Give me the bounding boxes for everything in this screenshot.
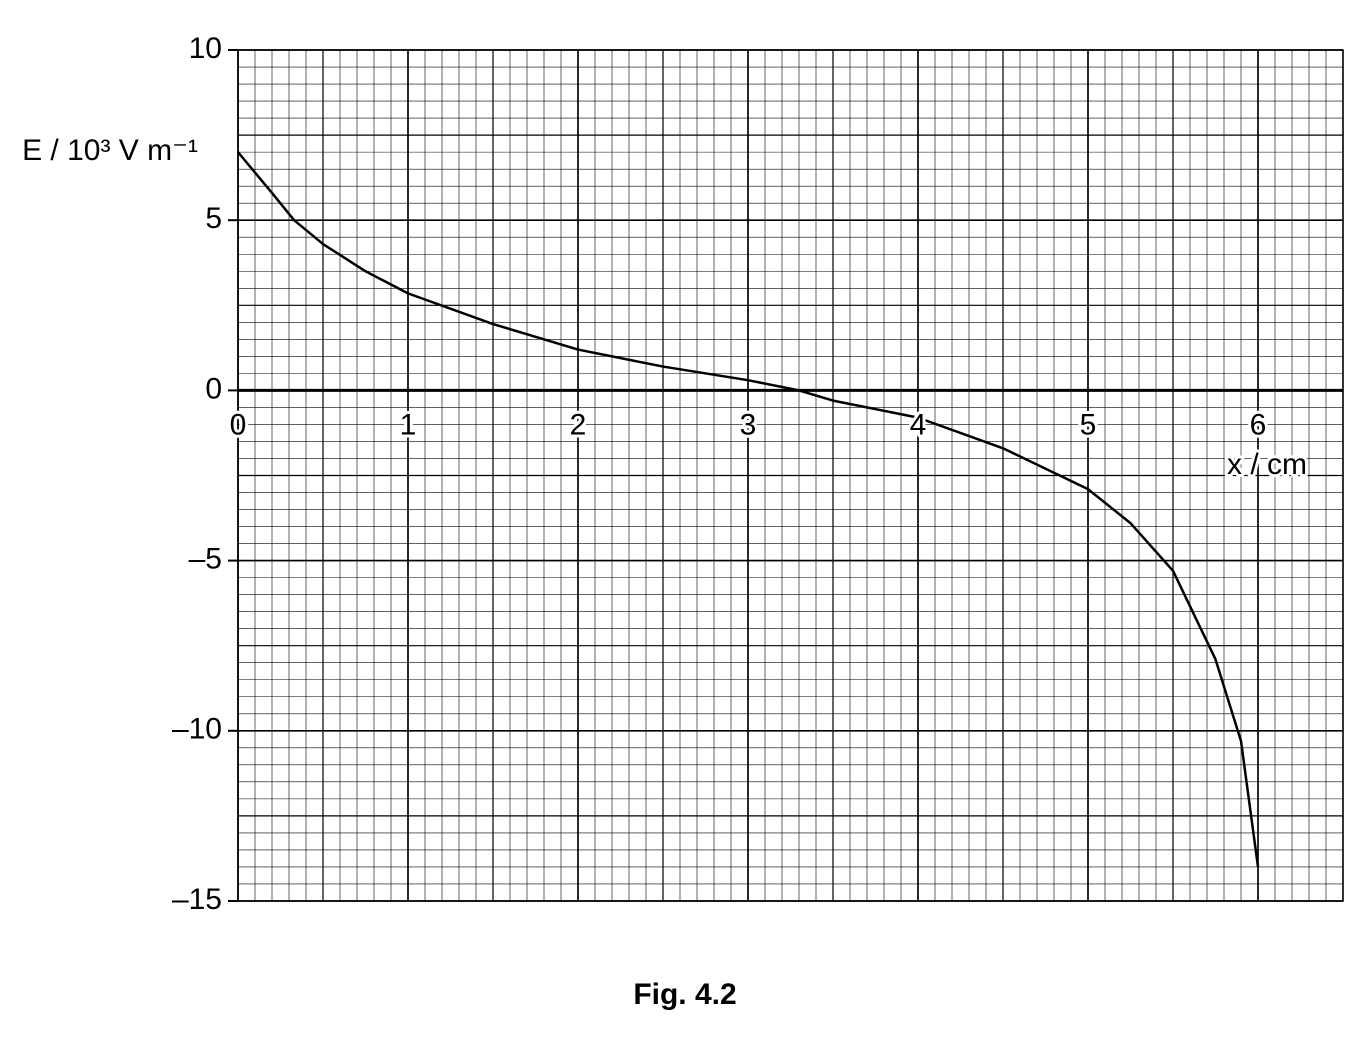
y-tick-label: 5 (205, 202, 222, 235)
y-tick-label: 10 (189, 32, 222, 65)
y-tick-label: –15 (172, 883, 222, 916)
y-tick-label: –10 (172, 713, 222, 746)
x-tick-label: 5 (1080, 408, 1097, 441)
grid (237, 49, 1344, 902)
x-tick-label: 2 (570, 408, 587, 441)
x-tick-label: 0 (230, 408, 247, 441)
x-tick-label: 4 (910, 408, 927, 441)
x-tick-label: 1 (400, 408, 417, 441)
x-tick-label: 6 (1250, 408, 1267, 441)
data-line (237, 151, 1260, 868)
y-axis-label: E / 10³ V m⁻¹ (22, 134, 198, 167)
x-axis-label: x / cm (1227, 448, 1307, 481)
caption: Fig. 4.2 (633, 978, 736, 1011)
y-tick-label: 0 (205, 372, 222, 405)
y-tick-label: –5 (189, 543, 222, 576)
x-tick-label: 3 (740, 408, 757, 441)
